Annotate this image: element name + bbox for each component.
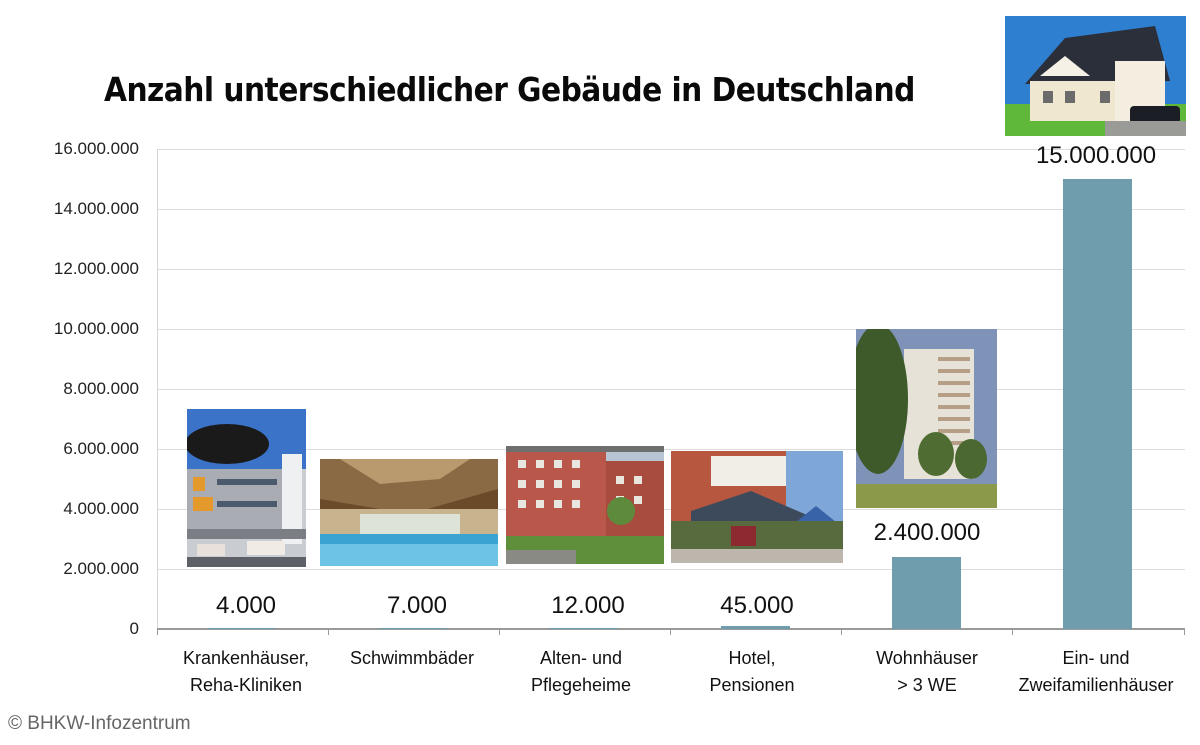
gridline [157,269,1185,270]
y-tick-label: 6.000.000 [63,439,139,458]
x-tick [841,629,842,635]
single-family-house-photo [1005,16,1186,136]
category-label: Hotel, Pensionen [709,648,795,695]
gridline [157,149,1185,150]
apartment-tower-photo [856,329,997,508]
value-label: 4.000 [215,592,277,619]
gridline [157,209,1185,210]
y-tick-label: 8.000.000 [63,379,139,398]
y-tick-label: 16.000.000 [53,139,139,158]
category-label: Krankenhäuser, Reha-Kliniken [182,648,310,695]
plot-area [157,149,1185,635]
gridline [157,329,1185,330]
hospital-with-helipad-photo [187,409,306,567]
y-tick-label: 2.000.000 [63,559,139,578]
y-tick-label: 0 [129,619,139,638]
category-label: Schwimmbäder [349,648,475,668]
category-label: Ein- und Zweifamilienhäuser [1018,648,1174,695]
x-tick [499,629,500,635]
y-tick-label: 14.000.000 [53,199,139,218]
value-label: 2.400.000 [873,519,981,546]
y-tick-label: 12.000.000 [53,259,139,278]
x-axis-line [157,628,1185,630]
chart-title: Anzahl unterschiedlicher Gebäude in Deut… [104,70,915,109]
bar-ein-zweifamilienhaeuser [1063,179,1132,629]
value-label: 45.000 [720,592,794,619]
y-tick-label: 4.000.000 [63,499,139,518]
bar-schwimmbaeder [378,628,447,629]
bar-hotels [721,626,790,629]
x-tick [1012,629,1013,635]
bar-wohnhaeuser [892,557,961,629]
copyright-footer: © BHKW-Infozentrum [8,713,191,734]
x-tick [328,629,329,635]
gridline [157,569,1185,570]
indoor-swimming-pool-photo [320,459,498,566]
gridline [157,449,1185,450]
y-tick-label: 10.000.000 [53,319,139,338]
category-label: Alten- und Pflegeheime [530,648,632,695]
value-label: 7.000 [386,592,448,619]
red-brick-care-home-photo [506,446,664,564]
value-label: 12.000 [551,592,625,619]
x-tick [670,629,671,635]
bar-krankenhaeuser [207,628,276,629]
category-label: Wohnhäuser > 3 WE [876,648,978,695]
y-axis-line [157,149,158,629]
x-tick [1184,629,1185,635]
x-tick [157,629,158,635]
gridline [157,389,1185,390]
hotel-entrance-photo [671,451,843,563]
value-label: 15.000.000 [1035,142,1157,169]
bar-altenheime [549,628,618,629]
